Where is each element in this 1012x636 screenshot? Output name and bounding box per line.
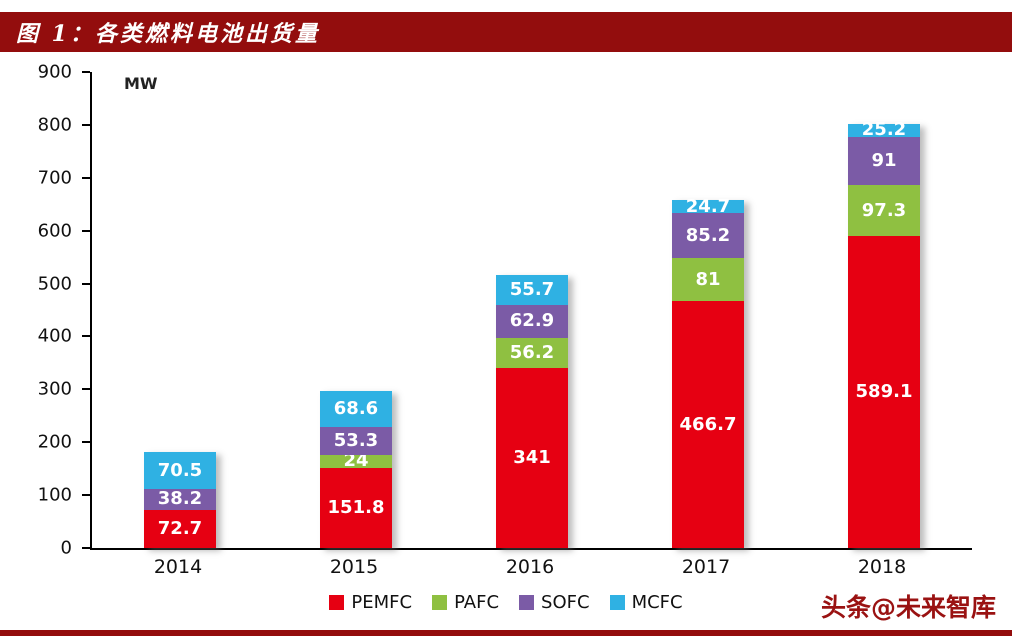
y-axis-tick-label: 900	[37, 61, 72, 83]
bar-segment-value-label: 72.7	[157, 517, 203, 539]
x-axis-label-2018: 2018	[857, 556, 907, 578]
bar-segment-sofc-2015: 53.3	[320, 426, 392, 456]
bar-segment-value-label: 466.7	[679, 413, 737, 435]
bar-segment-mcfc-2014: 70.5	[144, 452, 216, 490]
y-axis-tick-mark	[82, 229, 90, 232]
bar-segment-pafc-2017: 81	[672, 258, 744, 302]
bar-segment-pafc-2016: 56.2	[496, 337, 568, 368]
x-axis-label-2015: 2015	[329, 556, 379, 578]
y-axis-tick-mark	[82, 71, 90, 73]
bar-segment-sofc-2018: 91	[848, 136, 920, 185]
bar-segment-pemfc-2015: 151.8	[320, 467, 392, 548]
y-axis-tick-mark	[82, 176, 90, 179]
bar-segment-sofc-2014: 38.2	[144, 488, 216, 510]
y-axis-tick-mark	[82, 335, 90, 338]
bar-segment-value-label: 151.8	[327, 496, 385, 518]
legend-swatch-mcfc	[609, 595, 625, 610]
stacked-bar-2016: 341 56.2 62.9 55.7	[496, 275, 568, 548]
bar-segment-mcfc-2015: 68.6	[320, 390, 392, 427]
legend-item-pafc: PAFC	[432, 592, 499, 613]
plot-area: MW 72.7 38.2 70.5 151.8 24 53.3 68.6 341 56.2 62.…	[90, 72, 972, 550]
legend-swatch-pafc	[432, 595, 448, 610]
x-axis-labels: 2014 2015 2016 2017 2018	[90, 556, 970, 578]
y-axis-tick-mark	[82, 547, 90, 549]
y-axis-tick-label: 400	[37, 325, 72, 347]
bar-segment-mcfc-2016: 55.7	[496, 275, 568, 305]
y-axis-tick-label: 700	[37, 167, 72, 189]
x-axis-label-2017: 2017	[681, 556, 731, 578]
bar-segment-pemfc-2017: 466.7	[672, 301, 744, 548]
legend-swatch-sofc	[519, 595, 535, 610]
bar-segment-pemfc-2018: 589.1	[848, 236, 920, 548]
bar-segment-value-label: 53.3	[333, 429, 379, 451]
bar-segment-value-label: 91	[871, 149, 897, 171]
y-axis-tick-label: 500	[37, 273, 72, 295]
x-axis-label-2014: 2014	[153, 556, 203, 578]
bar-series-container: 72.7 38.2 70.5 151.8 24 53.3 68.6 341 56.2 62.9 55…	[92, 72, 972, 548]
y-axis: 0 100 200 300 400 500 600 700 800 900	[0, 62, 90, 559]
bar-segment-value-label: 38.2	[157, 488, 203, 510]
bar-segment-pafc-2018: 97.3	[848, 184, 920, 237]
legend-label-pemfc: PEMFC	[351, 592, 413, 613]
stacked-bar-2018: 589.1 97.3 91 25.2	[848, 119, 920, 548]
bar-segment-value-label: 24.7	[685, 195, 731, 217]
legend-item-pemfc: PEMFC	[329, 592, 412, 613]
bar-segment-value-label: 97.3	[861, 199, 907, 221]
legend-label-pafc: PAFC	[454, 592, 500, 613]
y-axis-tick-label: 300	[37, 378, 72, 400]
watermark: 头条@未来智库	[820, 593, 996, 622]
stacked-bar-2015: 151.8 24 53.3 68.6	[320, 390, 392, 548]
stacked-bar-2017: 466.7 81 85.2 24.7	[672, 195, 744, 548]
y-axis-tick-mark	[82, 494, 90, 497]
bar-segment-value-label: 85.2	[685, 224, 731, 246]
bar-segment-pemfc-2014: 72.7	[144, 509, 216, 548]
legend-item-sofc: SOFC	[519, 592, 590, 613]
y-axis-tick-mark	[82, 123, 90, 126]
y-axis-tick-label: 100	[37, 484, 72, 506]
y-axis-tick-label: 0	[60, 537, 72, 559]
bar-segment-value-label: 341	[513, 446, 551, 468]
y-axis-tick-mark	[82, 282, 90, 285]
y-axis-tick-mark	[82, 441, 90, 444]
bar-segment-pafc-2015: 24	[320, 450, 392, 472]
y-axis-tick-mark	[82, 388, 90, 391]
legend-label-mcfc: MCFC	[631, 592, 683, 613]
bar-segment-value-label: 70.5	[157, 459, 203, 481]
bar-segment-value-label: 25.2	[861, 119, 907, 141]
legend-item-mcfc: MCFC	[609, 592, 683, 613]
legend-swatch-pemfc	[329, 595, 345, 610]
bar-segment-pemfc-2016: 341	[496, 367, 568, 548]
bar-segment-value-label: 81	[695, 268, 721, 290]
bar-segment-value-label: 589.1	[855, 381, 913, 403]
bar-segment-sofc-2016: 62.9	[496, 304, 568, 338]
bar-segment-mcfc-2018: 25.2	[848, 119, 920, 141]
stacked-bar-2014: 72.7 38.2 70.5	[144, 452, 216, 548]
bar-segment-sofc-2017: 85.2	[672, 213, 744, 259]
bottom-accent-line	[0, 630, 1012, 636]
bar-segment-value-label: 24	[343, 450, 369, 472]
bar-segment-value-label: 68.6	[333, 397, 379, 419]
bar-segment-value-label: 55.7	[509, 278, 555, 300]
bar-segment-value-label: 62.9	[509, 310, 555, 332]
bar-segment-mcfc-2017: 24.7	[672, 195, 744, 217]
y-axis-tick-label: 200	[37, 431, 72, 453]
legend: PEMFC PAFC SOFC MCFC	[0, 592, 1012, 613]
figure-title: 图 1：各类燃料电池出货量	[16, 21, 320, 47]
legend-label-sofc: SOFC	[541, 592, 590, 613]
bar-segment-value-label: 56.2	[509, 341, 555, 363]
figure-title-bar: 图 1：各类燃料电池出货量	[0, 12, 1012, 52]
y-axis-unit-label: MW	[124, 74, 158, 93]
y-axis-tick-label: 600	[37, 220, 72, 242]
x-axis-label-2016: 2016	[505, 556, 555, 578]
y-axis-tick-label: 800	[37, 114, 72, 136]
